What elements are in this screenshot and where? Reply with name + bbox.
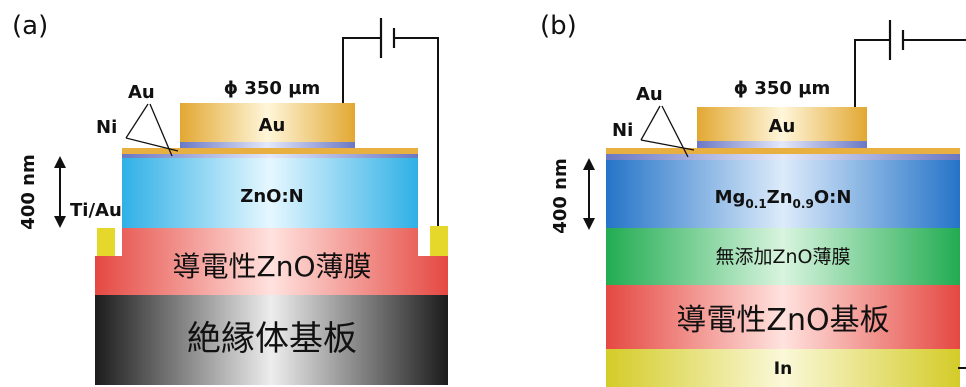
au-callout-label: Au — [636, 84, 663, 105]
film-rest: O:N — [814, 187, 852, 208]
thickness-label: 400 nm — [18, 154, 39, 229]
panel-b-label: (b) — [540, 11, 577, 41]
au-pad-label: Au — [769, 116, 796, 137]
au-top-pad — [180, 103, 355, 142]
panel-b: (b) In 導電性ZnO基板 無添加ZnO薄膜 Mg0.1Zn0.9O:N A… — [540, 11, 966, 387]
thickness-label: 400 nm — [550, 158, 571, 233]
ni-callout-label: Ni — [96, 117, 117, 138]
au-thin-layer — [606, 148, 960, 154]
undoped-zno-film — [606, 228, 960, 285]
undoped-layer-label: 無添加ZnO薄膜 — [715, 246, 850, 268]
ti-au-pad-left — [97, 228, 115, 256]
film-label: ZnO:N — [240, 186, 303, 207]
film-mg: Mg — [715, 187, 746, 208]
insulator-substrate — [95, 295, 448, 385]
wire-left — [854, 39, 890, 107]
in-back-contact — [606, 349, 960, 387]
ni-under-pad — [180, 142, 355, 148]
au-top-pad — [697, 107, 867, 141]
conductive-zno-film — [95, 228, 448, 295]
ni-under-pad — [697, 141, 867, 148]
ti-au-label: Ti/Au — [70, 200, 122, 221]
callout-line-2 — [640, 139, 695, 151]
film-label: Mg0.1Zn0.9O:N — [715, 187, 852, 211]
ti-au-pad-right — [430, 226, 448, 256]
diameter-label: ϕ 350 µm — [224, 78, 320, 99]
diameter-label: ϕ 350 µm — [734, 78, 830, 99]
au-thin-layer — [122, 148, 418, 154]
mgzno-n-film — [606, 160, 960, 228]
substrate-label: 導電性ZnO基板 — [676, 303, 889, 338]
callout-line-1 — [125, 103, 149, 139]
ni-thin-layer — [606, 154, 960, 160]
callout-line-3 — [149, 103, 173, 157]
film-zn-sub: 0.9 — [793, 197, 814, 211]
callout-line-3 — [661, 105, 689, 158]
ni-callout-label: Ni — [612, 120, 633, 141]
in-label: In — [774, 359, 792, 379]
au-pad-label: Au — [259, 115, 286, 136]
wire-left — [342, 37, 381, 103]
panel-a: (a) 絶縁体基板 導電性ZnO薄膜 ZnO:N Au ϕ 350 µm Au … — [12, 11, 448, 385]
conductive-zno-substrate — [606, 285, 960, 349]
zno-n-film — [122, 158, 418, 228]
film-zn: Zn — [767, 187, 793, 208]
callout-line-1 — [640, 105, 661, 141]
ni-thin-layer — [122, 154, 418, 158]
substrate-label: 絶縁体基板 — [187, 319, 357, 359]
wire-right — [394, 37, 439, 226]
panel-a-label: (a) — [12, 11, 48, 41]
conductive-layer-label: 導電性ZnO薄膜 — [173, 250, 372, 283]
au-callout-label: Au — [128, 82, 155, 103]
film-mg-sub: 0.1 — [745, 197, 766, 211]
